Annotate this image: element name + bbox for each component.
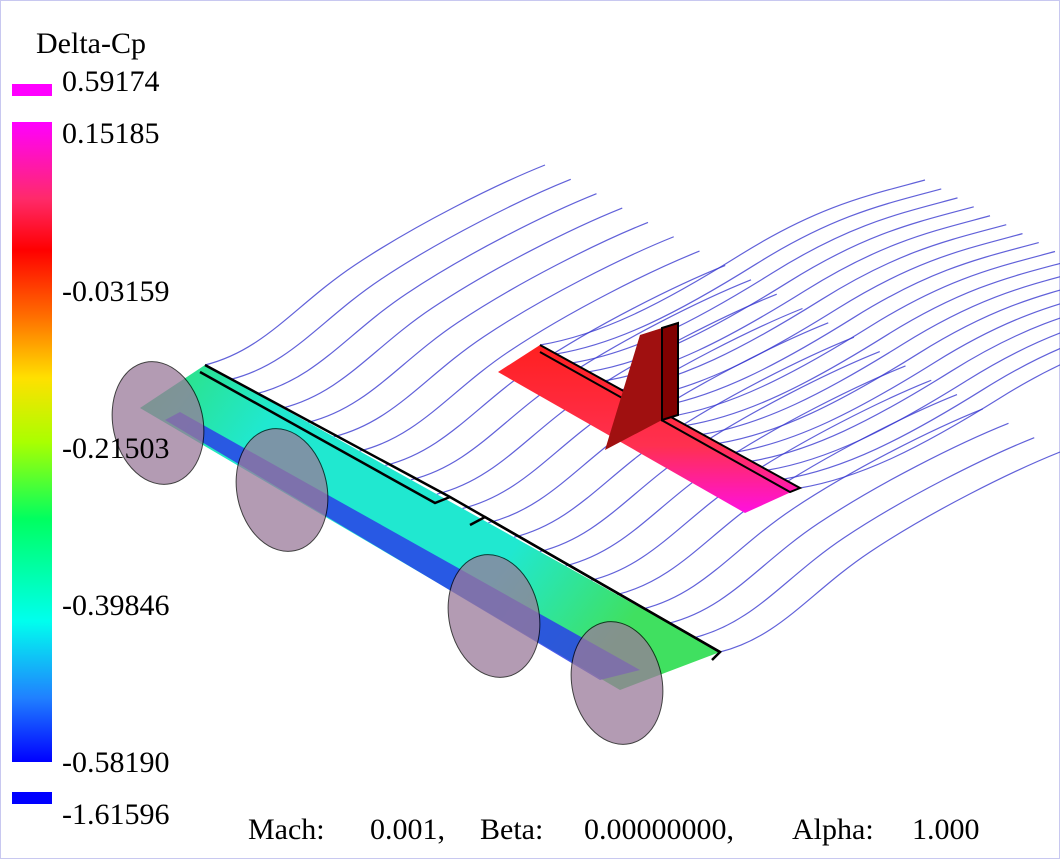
streamline: [539, 179, 926, 346]
footer-label: Mach:: [248, 813, 325, 846]
legend-label: -0.58190: [62, 746, 170, 779]
propeller-disk: [570, 621, 664, 745]
streamline: [359, 250, 700, 452]
fin: [605, 328, 662, 450]
streamline: [307, 221, 649, 423]
legend-label: -0.39846: [62, 589, 170, 622]
streamline: [653, 241, 1039, 409]
streamline: [734, 303, 1060, 453]
streamline: [669, 250, 1056, 418]
streamline: [204, 164, 546, 366]
legend-label: -0.21503: [62, 432, 170, 465]
fin-edge: [661, 321, 679, 422]
streamline: [572, 197, 958, 364]
streamline: [719, 451, 1060, 653]
color-bar: [12, 122, 52, 762]
streamline: [702, 276, 1060, 435]
streamline: [637, 233, 1023, 400]
propeller-disk: [111, 361, 205, 485]
footer-value: 1.000: [912, 813, 980, 846]
flap-line: [199, 370, 451, 505]
streamline: [333, 236, 674, 438]
legend-title: Delta-Cp: [36, 27, 146, 60]
footer-label: Alpha:: [792, 813, 874, 846]
propeller-disk: [235, 428, 329, 552]
streamline: [718, 289, 1060, 444]
footer-value: 0.001,: [370, 813, 445, 846]
streamline: [256, 193, 597, 395]
flap-line: [469, 515, 723, 661]
streamline: [642, 408, 983, 610]
footer-label: Beta:: [480, 813, 543, 846]
legend-label: -0.03159: [62, 275, 170, 308]
legend-label: 0.15185: [62, 117, 160, 150]
streamline: [668, 422, 1009, 624]
streamline: [686, 262, 1060, 427]
propeller-disk: [447, 554, 541, 678]
legend-label: -1.61596: [62, 798, 170, 831]
streamline: [799, 364, 1060, 489]
streamline: [783, 347, 1060, 480]
tail: [498, 345, 800, 513]
streamline: [282, 207, 623, 409]
legend-label: 0.59174: [62, 65, 160, 98]
footer-value: 0.00000000,: [584, 813, 734, 846]
streamline: [694, 437, 1035, 639]
legend-swatch-min: [12, 792, 52, 804]
streamline: [751, 317, 1060, 462]
streamline: [230, 178, 571, 380]
streamline: [767, 332, 1060, 471]
legend-swatch-max: [12, 84, 52, 96]
streamline: [556, 188, 942, 355]
